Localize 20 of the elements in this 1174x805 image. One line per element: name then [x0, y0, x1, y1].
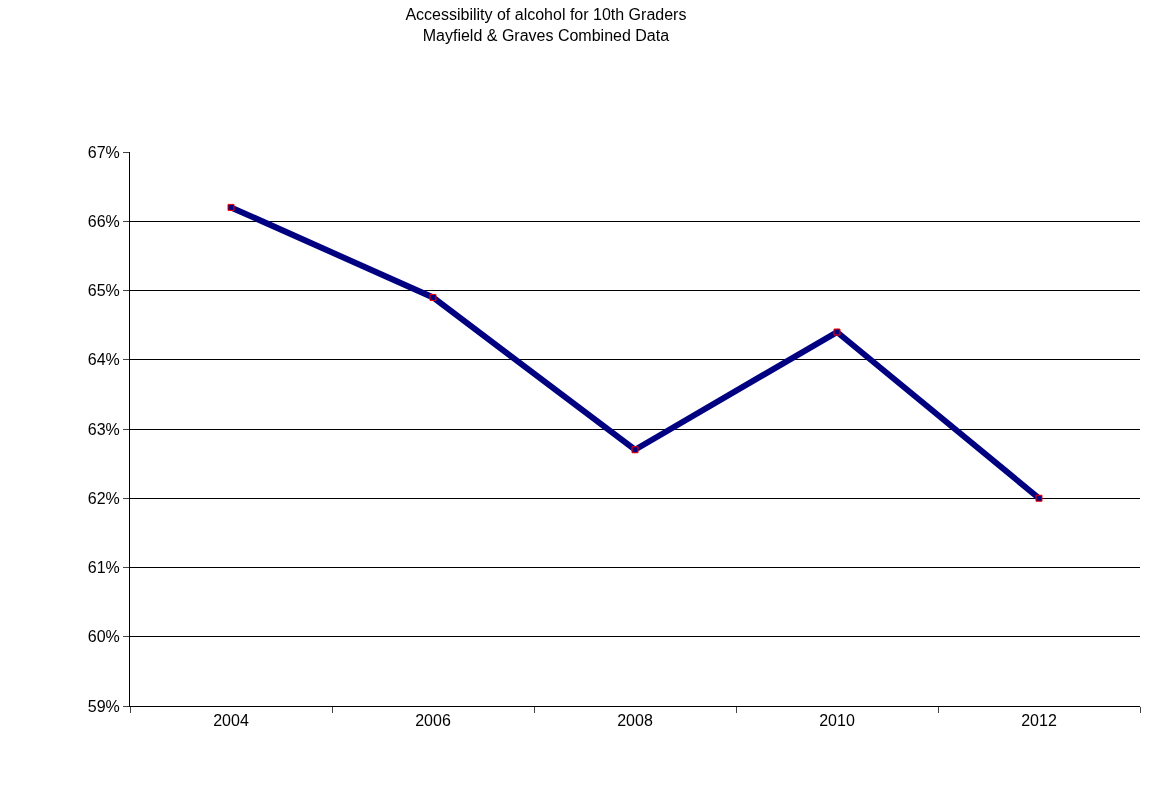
y-tick-label: 59%	[87, 697, 120, 715]
y-tick-label: 60%	[87, 628, 120, 646]
x-tick-label: 2010	[819, 712, 855, 730]
y-tick-label: 65%	[87, 282, 120, 300]
y-tick-label: 62%	[87, 489, 120, 507]
y-tick-label: 63%	[87, 420, 120, 438]
point	[227, 203, 235, 211]
point	[429, 293, 437, 301]
y-tick-label: 64%	[87, 351, 120, 369]
x-tick-label: 2008	[617, 712, 653, 730]
chart-title: Accessibility of alcohol for 10th Graders Mayfield & Graves Combined Data	[405, 6, 687, 44]
point	[631, 446, 639, 454]
y-tick-label: 66%	[87, 212, 120, 230]
y-tick-label: 61%	[87, 559, 120, 577]
x-tick-label: 2012	[1021, 712, 1057, 730]
x-tick-label: 2006	[415, 712, 451, 730]
point	[1035, 494, 1043, 502]
y-tick-label: 67%	[87, 143, 120, 161]
x-tick-label: 2004	[213, 712, 249, 730]
point	[833, 328, 841, 336]
